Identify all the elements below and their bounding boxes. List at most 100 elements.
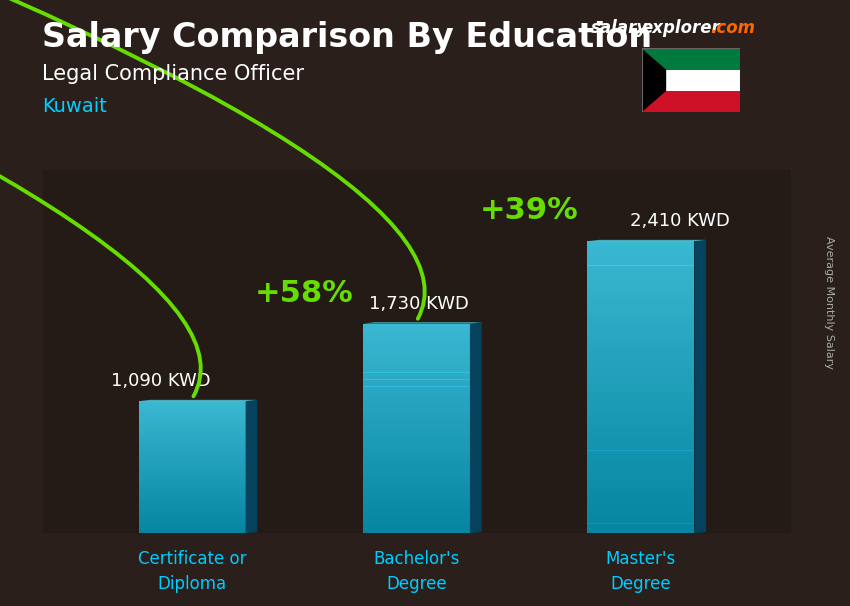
Bar: [363, 418, 470, 421]
Bar: [139, 507, 246, 509]
Bar: [363, 341, 470, 345]
Bar: [139, 502, 246, 505]
Bar: [363, 401, 470, 404]
Bar: [139, 456, 246, 458]
Bar: [363, 362, 470, 365]
Bar: [139, 471, 246, 474]
Bar: [139, 439, 246, 441]
Bar: [139, 404, 246, 405]
Bar: [363, 428, 470, 432]
Bar: [587, 290, 694, 295]
Bar: [139, 443, 246, 445]
Bar: [363, 505, 470, 509]
Bar: [139, 445, 246, 447]
Bar: [363, 345, 470, 348]
Bar: [363, 327, 470, 331]
Bar: [363, 467, 470, 470]
Bar: [363, 383, 470, 387]
Bar: [363, 351, 470, 355]
Polygon shape: [139, 400, 258, 401]
Bar: [363, 379, 470, 383]
Bar: [139, 421, 246, 423]
Bar: [587, 314, 694, 319]
Text: 1,730 KWD: 1,730 KWD: [370, 295, 469, 313]
Bar: [363, 464, 470, 467]
Bar: [139, 476, 246, 478]
Text: 2,410 KWD: 2,410 KWD: [630, 212, 730, 230]
Bar: [363, 348, 470, 351]
Bar: [587, 475, 694, 480]
Bar: [587, 387, 694, 392]
Bar: [587, 241, 694, 246]
Bar: [587, 280, 694, 285]
Bar: [139, 452, 246, 454]
Bar: [139, 419, 246, 421]
Bar: [587, 344, 694, 348]
Bar: [587, 519, 694, 524]
Bar: [587, 509, 694, 514]
Bar: [363, 446, 470, 450]
Bar: [587, 368, 694, 373]
Bar: [587, 285, 694, 290]
Bar: [139, 500, 246, 502]
Bar: [363, 425, 470, 428]
Bar: [139, 487, 246, 489]
Bar: [139, 454, 246, 456]
Bar: [642, 70, 740, 91]
Bar: [139, 513, 246, 516]
Bar: [363, 407, 470, 411]
Bar: [363, 330, 470, 334]
Bar: [363, 460, 470, 464]
Bar: [587, 402, 694, 407]
Bar: [587, 470, 694, 475]
Bar: [139, 522, 246, 524]
Bar: [363, 355, 470, 359]
Bar: [587, 445, 694, 450]
Bar: [363, 502, 470, 505]
Bar: [139, 401, 246, 404]
Bar: [363, 523, 470, 526]
Bar: [363, 373, 470, 376]
Bar: [363, 365, 470, 369]
Bar: [363, 411, 470, 415]
Bar: [139, 494, 246, 496]
Bar: [363, 397, 470, 401]
Text: salary: salary: [591, 19, 648, 38]
Bar: [139, 478, 246, 481]
Bar: [363, 432, 470, 436]
Bar: [139, 423, 246, 425]
Text: 1,090 KWD: 1,090 KWD: [110, 372, 211, 390]
Text: Salary Comparison By Education: Salary Comparison By Education: [42, 21, 653, 54]
Bar: [587, 494, 694, 499]
Bar: [139, 461, 246, 463]
Bar: [363, 393, 470, 397]
Bar: [139, 481, 246, 482]
Bar: [363, 421, 470, 425]
Bar: [587, 411, 694, 416]
Bar: [587, 270, 694, 275]
Bar: [139, 428, 246, 430]
Bar: [587, 319, 694, 324]
Bar: [363, 491, 470, 495]
Bar: [587, 256, 694, 261]
Bar: [139, 518, 246, 520]
Bar: [139, 511, 246, 513]
Bar: [363, 470, 470, 474]
Bar: [139, 458, 246, 461]
Bar: [363, 456, 470, 460]
Bar: [363, 453, 470, 456]
Bar: [587, 265, 694, 270]
Bar: [363, 509, 470, 512]
Bar: [139, 529, 246, 531]
Bar: [587, 460, 694, 465]
Bar: [139, 465, 246, 467]
Bar: [587, 378, 694, 382]
Bar: [363, 324, 470, 327]
Bar: [363, 484, 470, 488]
Bar: [363, 498, 470, 502]
Bar: [139, 432, 246, 434]
Text: explorer: explorer: [642, 19, 721, 38]
Text: Legal Compliance Officer: Legal Compliance Officer: [42, 64, 304, 84]
Bar: [587, 329, 694, 334]
Text: +58%: +58%: [255, 279, 354, 308]
